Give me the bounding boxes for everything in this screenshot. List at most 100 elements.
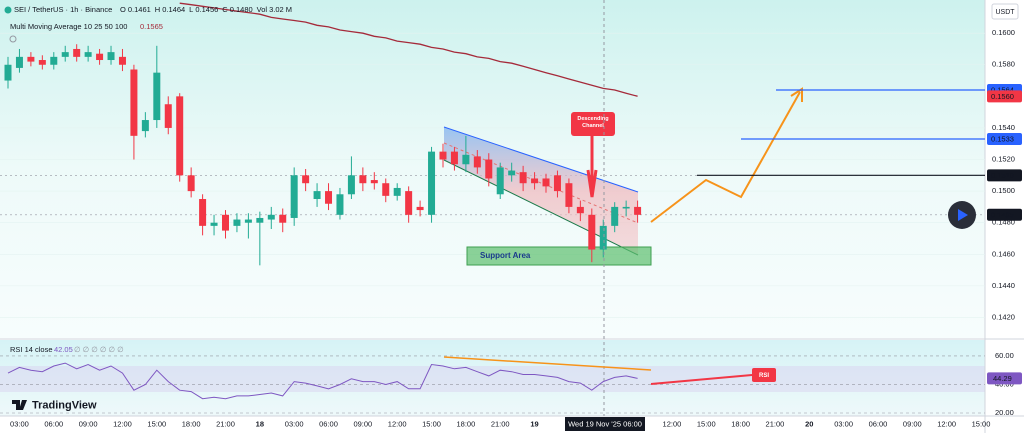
- rsi-last-label: 44.29: [993, 374, 1012, 383]
- crosshair-label: Wed 19 Nov '25 06:00: [568, 419, 642, 428]
- callout-text: Descending Channel: [577, 116, 609, 129]
- support-label: Support Area: [480, 251, 531, 260]
- rsi-legend: RSI 14 close: [10, 345, 53, 354]
- candle-body: [290, 175, 298, 218]
- currency: USDT: [995, 9, 1015, 16]
- brand-name: TradingView: [32, 399, 97, 411]
- y-tick-label: 0.1520: [992, 155, 1015, 164]
- x-tick-label: 15:00: [422, 419, 441, 428]
- callout: Descending Channel: [577, 116, 609, 129]
- level-label: 0.1533: [991, 134, 1014, 143]
- ma-legend: Multi Moving Average 10 25 50 100: [10, 22, 127, 31]
- x-tick-label: 18:00: [456, 419, 475, 428]
- candle-body: [4, 64, 12, 81]
- y-tick-label: 0.1600: [992, 28, 1015, 37]
- candle-body: [164, 104, 172, 128]
- collapse-icon[interactable]: [9, 35, 17, 43]
- candle-body: [27, 56, 35, 62]
- projection-arrow: [790, 87, 803, 102]
- candle-body: [599, 225, 607, 250]
- candle-body: [393, 187, 401, 196]
- currency-button[interactable]: [991, 3, 1019, 20]
- candle-body: [565, 183, 573, 207]
- candle-body: [622, 206, 630, 209]
- candle-body: [199, 199, 207, 226]
- candle-body: [153, 72, 161, 121]
- replay-icon: [958, 209, 968, 221]
- moving-average: [179, 2, 638, 97]
- candle-body: [61, 52, 69, 57]
- candle-body: [553, 175, 561, 192]
- candle-body: [267, 214, 275, 220]
- candle-body: [141, 120, 149, 132]
- rsi-tick-label: 60.00: [995, 351, 1014, 360]
- candle-body: [508, 170, 516, 176]
- candle-body: [336, 194, 344, 215]
- ma-legend-value: 0.1565: [140, 22, 163, 31]
- channel-mid: [443, 142, 639, 224]
- x-tick-label: 06:00: [44, 419, 63, 428]
- candle-body: [187, 175, 195, 192]
- y-tick-label: 0.1500: [992, 186, 1015, 195]
- rsi-legend-extra: ∅ ∅ ∅ ∅ ∅ ∅: [74, 345, 124, 354]
- last-price-box: [987, 208, 1022, 221]
- callout-box: [571, 112, 615, 136]
- channel-top: [443, 126, 639, 193]
- x-tick-label: 12:00: [388, 419, 407, 428]
- marks: [4, 2, 642, 266]
- x-tick-label: 15:00: [697, 419, 716, 428]
- candle-body: [473, 156, 481, 168]
- x-tick-label: 21:00: [491, 419, 510, 428]
- header: SEI / TetherUS · 1h · Binance Multi Movi…: [4, 5, 163, 354]
- y-tick-label: 0.1580: [992, 60, 1015, 69]
- candle-body: [588, 214, 596, 250]
- level-label: 0.1564: [991, 86, 1014, 95]
- candle-body: [84, 52, 92, 57]
- crosshair-label-box: [565, 417, 645, 431]
- candle-body: [107, 52, 115, 61]
- x-tick-label: 19: [530, 419, 538, 428]
- candle-body: [416, 206, 424, 211]
- level-label: 0.1510: [991, 171, 1014, 180]
- candle-body: [244, 219, 252, 223]
- candle-body: [279, 214, 287, 223]
- ohlc-value: 0.1456: [195, 5, 218, 14]
- ohlc-key: Vol: [257, 5, 268, 14]
- level-box: [987, 132, 1022, 145]
- candle-body: [15, 56, 23, 68]
- brand-logo: [12, 400, 27, 410]
- candle-body: [405, 191, 413, 215]
- x-tick-label: 06:00: [319, 419, 338, 428]
- ohlc-key: L: [189, 5, 193, 14]
- ohlc-key: C: [222, 5, 228, 14]
- y-tick-label: 0.1460: [992, 249, 1015, 258]
- x-tick-label: 12:00: [937, 419, 956, 428]
- candle-body: [611, 206, 619, 226]
- ma-last-box: [987, 90, 1022, 103]
- candle-body: [576, 206, 584, 214]
- rsi-tick-label: 20.00: [995, 408, 1014, 417]
- ohlc-value: 0.1464: [162, 5, 185, 14]
- candle-body: [130, 69, 138, 136]
- candle-body: [210, 222, 218, 226]
- level-box: [987, 169, 1022, 182]
- symbol-title: SEI / TetherUS · 1h · Binance: [14, 5, 112, 14]
- ma-last-label: 0.1560: [991, 92, 1014, 101]
- x-tick-label: 09:00: [903, 419, 922, 428]
- rsi-last-box: [987, 372, 1022, 385]
- x-tick-label: 09:00: [79, 419, 98, 428]
- x-tick-label: 15:00: [972, 419, 991, 428]
- candle-body: [359, 175, 367, 184]
- x-tick-label: 20: [805, 419, 813, 428]
- rsi-callout: [752, 368, 776, 382]
- y-tick-label: 0.1480: [992, 218, 1015, 227]
- candle-body: [439, 151, 447, 160]
- x-tick-label: 21:00: [216, 419, 235, 428]
- candle-body: [256, 217, 264, 223]
- x-tick-label: 09:00: [353, 419, 372, 428]
- candle-body: [542, 178, 550, 187]
- x-tick-label: 18:00: [182, 419, 201, 428]
- brand: TradingView: [12, 399, 97, 411]
